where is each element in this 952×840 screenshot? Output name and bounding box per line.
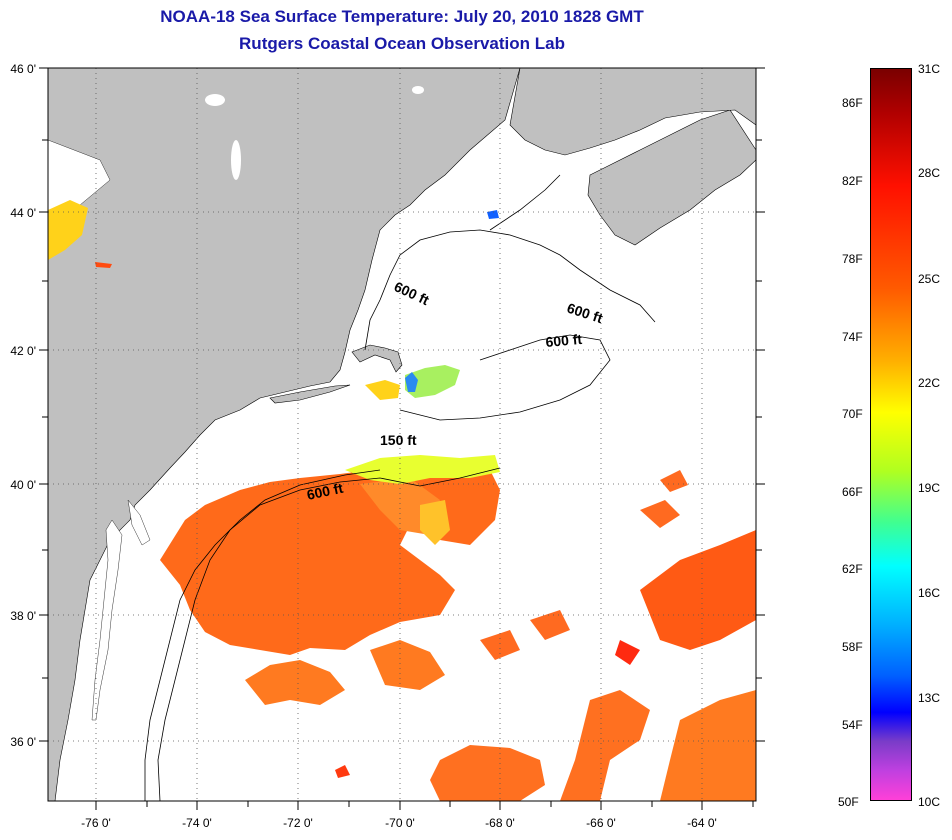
colorbar-c-label: 31C [918, 62, 941, 76]
colorbar-f-label: 74F [842, 330, 863, 344]
land-us-mainland [48, 68, 521, 801]
lake [231, 140, 241, 180]
colorbar-f-label: 82F [842, 174, 863, 188]
colorbar-f-label: 58F [842, 640, 863, 654]
land-nova-scotia [587, 109, 756, 246]
water-delaware-bay [127, 499, 151, 546]
colorbar-f-label: 50F [838, 795, 859, 809]
y-tick-label: 42 0' [10, 344, 36, 358]
contour-label: 600 ft [545, 331, 583, 350]
map-subtitle: Rutgers Coastal Ocean Observation Lab [239, 34, 565, 53]
land-long-island [269, 384, 351, 404]
x-tick-label: -74 0' [182, 816, 212, 830]
contour-label: 150 ft [380, 432, 417, 448]
colorbar-c-label: 13C [918, 691, 941, 705]
map-title: NOAA-18 Sea Surface Temperature: July 20… [160, 7, 644, 26]
colorbar-f-label: 66F [842, 485, 863, 499]
colorbar-c-label: 10C [918, 795, 941, 809]
colorbar-c-label: 16C [918, 586, 941, 600]
temperature-colorbar [870, 68, 912, 801]
y-tick-label: 38 0' [10, 609, 36, 623]
x-tick-label: -68 0' [485, 816, 515, 830]
contour-label: 600 ft [305, 480, 344, 503]
axis-ticks [39, 67, 765, 810]
colorbar-c-label: 28C [918, 166, 941, 180]
map-frame [47, 67, 757, 802]
y-tick-label: 44 0' [10, 206, 36, 220]
water-chesapeake-bay [91, 519, 123, 721]
x-tick-label: -76 0' [81, 816, 111, 830]
x-tick-label: -72 0' [283, 816, 313, 830]
lat-lon-grid [48, 68, 756, 801]
colorbar-f-label: 86F [842, 96, 863, 110]
colorbar-f-label: 62F [842, 562, 863, 576]
land-new-brunswick [509, 68, 756, 156]
y-tick-label: 36 0' [10, 735, 36, 749]
colorbar-f-label: 78F [842, 252, 863, 266]
colorbar-c-label: 22C [918, 376, 941, 390]
colorbar-f-label: 54F [842, 718, 863, 732]
x-tick-label: -66 0' [586, 816, 616, 830]
land-cape-cod [351, 344, 403, 373]
y-tick-label: 40 0' [10, 478, 36, 492]
lake [205, 94, 225, 106]
y-tick-label: 46 0' [10, 62, 36, 76]
x-tick-label: -70 0' [385, 816, 415, 830]
lake [412, 86, 424, 94]
colorbar-c-label: 25C [918, 272, 941, 286]
x-tick-label: -64 0' [687, 816, 717, 830]
colorbar-c-label: 19C [918, 481, 941, 495]
colorbar-f-label: 70F [842, 407, 863, 421]
bathymetry-contours [144, 174, 656, 801]
